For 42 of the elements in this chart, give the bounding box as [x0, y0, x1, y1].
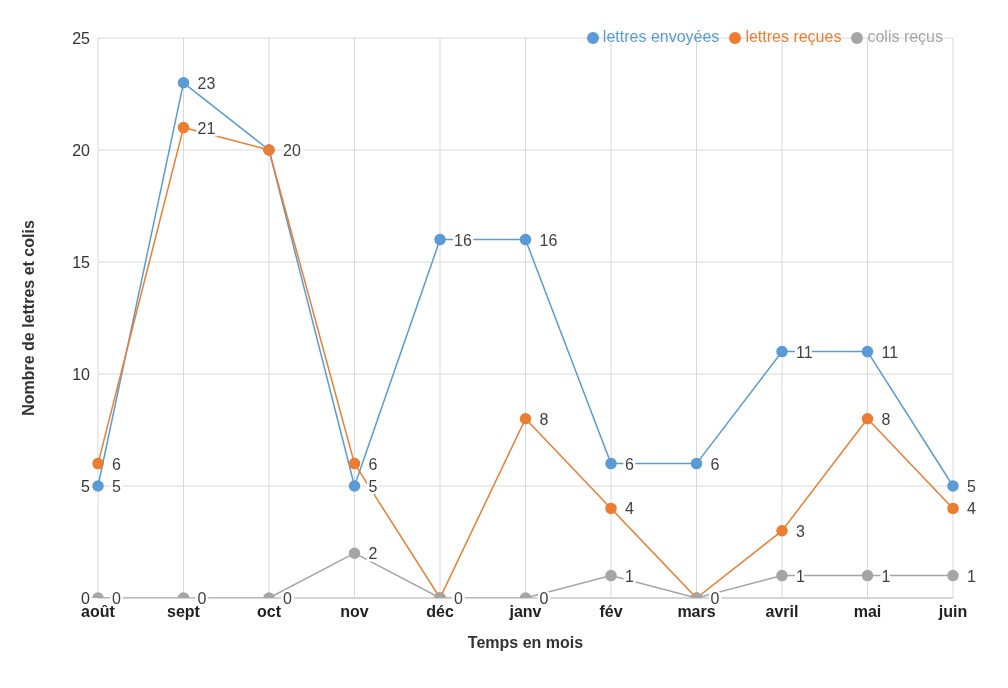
data-label: 0 — [283, 590, 292, 607]
data-label: 11 — [881, 343, 899, 361]
x-tick-label: juin — [937, 603, 968, 621]
data-label: 0 — [539, 590, 549, 607]
data-label: 1 — [796, 567, 805, 585]
data-label: 20 — [283, 142, 301, 159]
legend-label: lettres reçues — [745, 28, 842, 45]
y-tick-label: 25 — [72, 29, 91, 47]
data-label: 4 — [967, 500, 976, 518]
y-axis-title: Nombre de lettres et colis — [19, 220, 37, 416]
data-label: 16 — [539, 231, 558, 249]
data-label: 6 — [368, 455, 378, 473]
x-tick-label: déc — [426, 603, 454, 621]
data-label: 0 — [454, 590, 463, 607]
data-label: 6 — [112, 455, 121, 473]
x-tick-label: nov — [340, 603, 369, 621]
data-label: 1 — [967, 567, 976, 585]
data-label: 5 — [967, 478, 976, 495]
data-label: 8 — [881, 410, 891, 428]
data-label: 1 — [625, 567, 634, 585]
data-label: 1 — [881, 567, 891, 585]
data-label: 21 — [197, 119, 216, 137]
x-axis-title: Temps en mois — [467, 634, 584, 651]
y-tick-label: 5 — [81, 477, 91, 495]
y-tick-label: 15 — [72, 253, 91, 271]
data-label: 6 — [710, 455, 720, 473]
y-tick-label: 10 — [72, 365, 91, 383]
x-tick-label: avril — [765, 603, 799, 621]
data-label: 4 — [625, 500, 634, 518]
data-label: 2 — [368, 545, 378, 563]
data-label: 5 — [112, 478, 121, 495]
x-tick-label: oct — [257, 603, 282, 621]
y-tick-label: 20 — [72, 141, 91, 159]
x-tick-label: janv — [508, 603, 542, 621]
legend-label: lettres envoyées — [602, 28, 720, 45]
legend-label: colis reçus — [867, 28, 943, 45]
data-label: 23 — [197, 74, 216, 92]
data-label: 5 — [368, 478, 378, 495]
x-tick-label: fév — [599, 603, 623, 621]
data-label: 3 — [796, 522, 805, 540]
x-tick-label: mai — [853, 603, 882, 621]
data-label: 8 — [539, 410, 549, 428]
